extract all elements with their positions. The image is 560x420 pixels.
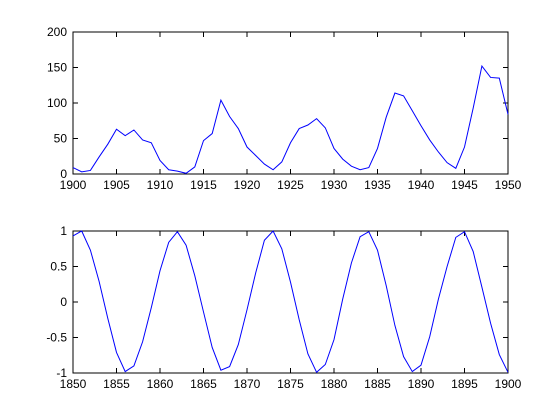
x-tick-label: 1900 xyxy=(60,178,87,192)
y-tick-label: 0 xyxy=(60,167,67,181)
x-tick-label: 1860 xyxy=(147,377,174,391)
x-tick-label: 1935 xyxy=(364,178,391,192)
y-tick-label: -0.5 xyxy=(46,331,67,345)
x-tick-label: 1925 xyxy=(277,178,304,192)
x-tick-label: 1890 xyxy=(408,377,435,391)
x-tick-label: 1920 xyxy=(234,178,261,192)
x-tick-label: 1865 xyxy=(190,377,217,391)
x-tick-label: 1900 xyxy=(495,377,522,391)
series-line-2-1 xyxy=(72,230,509,374)
y-tick-label: -1 xyxy=(56,366,67,380)
x-tick-label: 1850 xyxy=(60,377,87,391)
x-tick-label: 1880 xyxy=(321,377,348,391)
x-tick-label: 1940 xyxy=(408,178,435,192)
x-tick-label: 1905 xyxy=(103,178,130,192)
x-tick-label: 1915 xyxy=(190,178,217,192)
y-tick-label: 0 xyxy=(60,295,67,309)
y-tick-label: 150 xyxy=(47,61,67,75)
x-tick-label: 1885 xyxy=(364,377,391,391)
y-tick-label: 100 xyxy=(47,96,67,110)
x-tick-label: 1870 xyxy=(234,377,261,391)
y-tick-label: 50 xyxy=(54,132,68,146)
x-tick-label: 1945 xyxy=(451,178,478,192)
plots-group: 1900 1905 1910 1915 1920 1925 1930 1935 1940 1945… xyxy=(46,25,521,391)
x-tick-label: 1930 xyxy=(321,178,348,192)
x-tick-label: 1910 xyxy=(147,178,174,192)
series-line-1-1 xyxy=(72,64,509,174)
x-tick-label: 1895 xyxy=(451,377,478,391)
y-tick-label: 1 xyxy=(60,224,67,238)
y-tick-label: 200 xyxy=(47,25,67,39)
subplot-2: 1850 1855 1860 1865 1870 1875 1880 1885 1890 1895… xyxy=(46,224,521,391)
y-tick-label: 0.5 xyxy=(50,260,67,274)
x-tick-label: 1855 xyxy=(103,377,130,391)
x-tick-label: 1875 xyxy=(277,377,304,391)
x-tick-label: 1950 xyxy=(495,178,522,192)
subplot-1: 1900 1905 1910 1915 1920 1925 1930 1935 1940 1945… xyxy=(47,25,522,192)
